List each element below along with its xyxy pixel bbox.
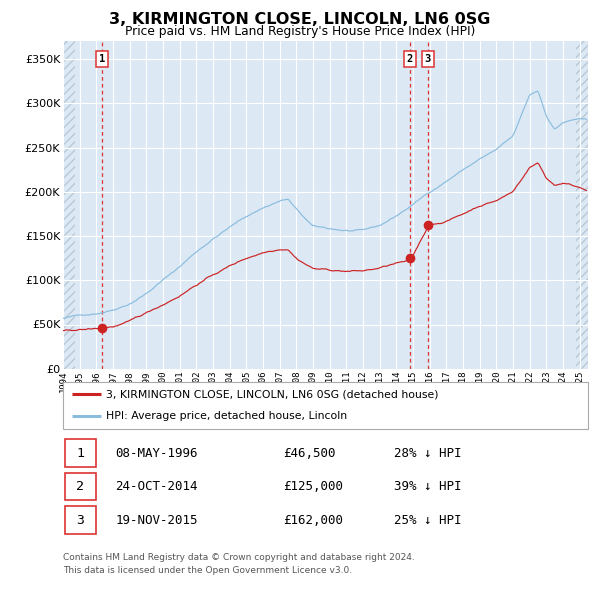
Text: £46,500: £46,500 [284,447,336,460]
Text: 3, KIRMINGTON CLOSE, LINCOLN, LN6 0SG: 3, KIRMINGTON CLOSE, LINCOLN, LN6 0SG [109,12,491,27]
Text: 1: 1 [76,447,85,460]
Bar [63,41,75,369]
Bar [63,41,75,369]
Text: £125,000: £125,000 [284,480,343,493]
Text: 2: 2 [76,480,85,493]
Text: 39% ↓ HPI: 39% ↓ HPI [394,480,461,493]
Text: £162,000: £162,000 [284,514,343,527]
Text: This data is licensed under the Open Government Licence v3.0.: This data is licensed under the Open Gov… [63,566,352,575]
FancyBboxPatch shape [65,440,96,467]
Text: 1: 1 [99,54,106,64]
Text: 2: 2 [407,54,413,64]
FancyBboxPatch shape [65,473,96,500]
Text: HPI: Average price, detached house, Lincoln: HPI: Average price, detached house, Linc… [106,411,347,421]
Text: 3: 3 [76,514,85,527]
Bar [576,41,588,369]
FancyBboxPatch shape [63,382,588,428]
Text: 3: 3 [425,54,431,64]
Text: Price paid vs. HM Land Registry's House Price Index (HPI): Price paid vs. HM Land Registry's House … [125,25,475,38]
Text: 3, KIRMINGTON CLOSE, LINCOLN, LN6 0SG (detached house): 3, KIRMINGTON CLOSE, LINCOLN, LN6 0SG (d… [106,389,439,399]
Text: 19-NOV-2015: 19-NOV-2015 [115,514,198,527]
Text: 28% ↓ HPI: 28% ↓ HPI [394,447,461,460]
Text: 25% ↓ HPI: 25% ↓ HPI [394,514,461,527]
Text: 24-OCT-2014: 24-OCT-2014 [115,480,198,493]
FancyBboxPatch shape [65,506,96,534]
Text: Contains HM Land Registry data © Crown copyright and database right 2024.: Contains HM Land Registry data © Crown c… [63,553,415,562]
Text: 08-MAY-1996: 08-MAY-1996 [115,447,198,460]
